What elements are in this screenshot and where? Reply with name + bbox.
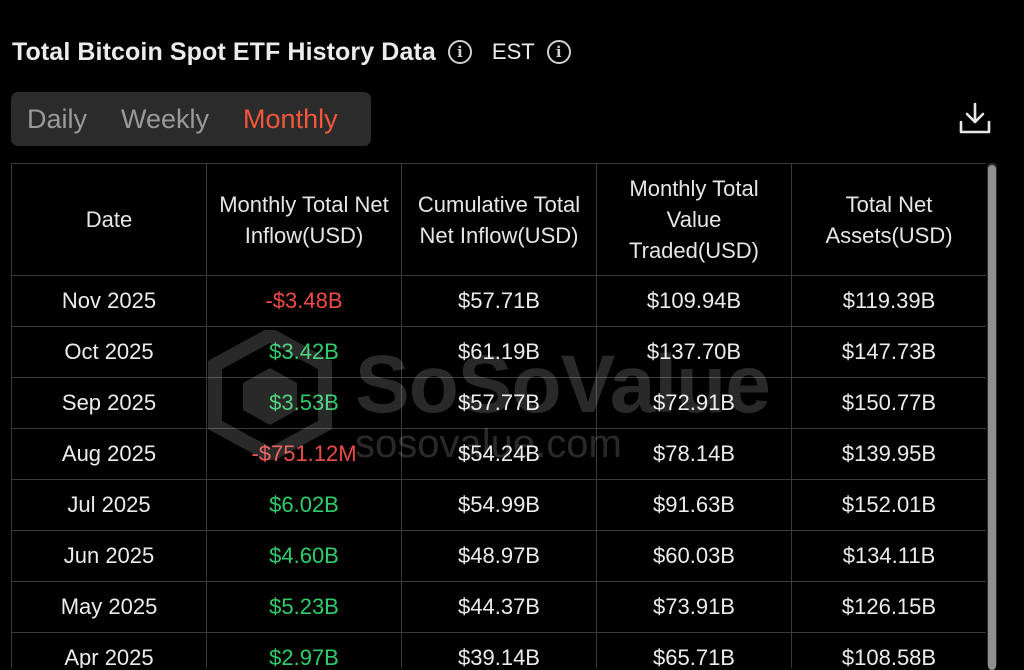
cell-cumulative: $39.14B bbox=[401, 632, 597, 668]
cell-cumulative: $61.19B bbox=[401, 326, 597, 378]
cell-value-traded: $72.91B bbox=[596, 377, 792, 429]
page-title: Total Bitcoin Spot ETF History Data bbox=[12, 37, 436, 66]
column-header-net-assets[interactable]: Total Net Assets(USD) bbox=[791, 163, 986, 276]
cell-net-inflow: $3.42B bbox=[206, 326, 402, 378]
cell-cumulative: $54.24B bbox=[401, 428, 597, 480]
cell-net-assets: $108.58B bbox=[791, 632, 986, 668]
cell-net-inflow: -$751.12M bbox=[206, 428, 402, 480]
cell-net-inflow: $2.97B bbox=[206, 632, 402, 668]
table-row: Sep 2025 $3.53B $57.77B $72.91B $150.77B bbox=[11, 377, 986, 429]
column-header-value-traded[interactable]: Monthly Total Value Traded(USD) bbox=[596, 163, 792, 276]
table-row: Aug 2025 -$751.12M $54.24B $78.14B $139.… bbox=[11, 428, 986, 480]
cell-value-traded: $65.71B bbox=[596, 632, 792, 668]
cell-net-assets: $152.01B bbox=[791, 479, 986, 531]
cell-cumulative: $54.99B bbox=[401, 479, 597, 531]
period-tabs: Daily Weekly Monthly bbox=[11, 92, 371, 146]
table-row: Nov 2025 -$3.48B $57.71B $109.94B $119.3… bbox=[11, 275, 986, 327]
cell-date: Apr 2025 bbox=[11, 632, 207, 668]
cell-cumulative: $48.97B bbox=[401, 530, 597, 582]
cell-net-assets: $134.11B bbox=[791, 530, 986, 582]
cell-cumulative: $44.37B bbox=[401, 581, 597, 633]
cell-net-assets: $147.73B bbox=[791, 326, 986, 378]
table-scrollbar[interactable] bbox=[987, 163, 997, 670]
cell-cumulative: $57.77B bbox=[401, 377, 597, 429]
cell-value-traded: $73.91B bbox=[596, 581, 792, 633]
download-icon[interactable] bbox=[958, 101, 992, 135]
cell-date: Jun 2025 bbox=[11, 530, 207, 582]
cell-net-inflow: $3.53B bbox=[206, 377, 402, 429]
tab-weekly[interactable]: Weekly bbox=[121, 103, 210, 134]
table-row: Jun 2025 $4.60B $48.97B $60.03B $134.11B bbox=[11, 530, 986, 582]
cell-net-assets: $126.15B bbox=[791, 581, 986, 633]
column-header-net-inflow[interactable]: Monthly Total Net Inflow(USD) bbox=[206, 163, 402, 276]
column-header-cumulative[interactable]: Cumulative Total Net Inflow(USD) bbox=[401, 163, 597, 276]
column-header-date[interactable]: Date bbox=[11, 163, 207, 276]
cell-date: Jul 2025 bbox=[11, 479, 207, 531]
cell-date: Aug 2025 bbox=[11, 428, 207, 480]
cell-value-traded: $91.63B bbox=[596, 479, 792, 531]
table-row: Apr 2025 $2.97B $39.14B $65.71B $108.58B bbox=[11, 632, 986, 668]
timezone-info-icon[interactable]: i bbox=[546, 40, 571, 64]
etf-history-table: Date Monthly Total Net Inflow(USD) Cumul… bbox=[11, 163, 986, 668]
cell-value-traded: $109.94B bbox=[596, 275, 792, 327]
table-row: Jul 2025 $6.02B $54.99B $91.63B $152.01B bbox=[11, 479, 986, 531]
table-row: Oct 2025 $3.42B $61.19B $137.70B $147.73… bbox=[11, 326, 986, 378]
cell-cumulative: $57.71B bbox=[401, 275, 597, 327]
cell-date: Sep 2025 bbox=[11, 377, 207, 429]
cell-net-inflow: $6.02B bbox=[206, 479, 402, 531]
cell-value-traded: $78.14B bbox=[596, 428, 792, 480]
cell-value-traded: $137.70B bbox=[596, 326, 792, 378]
cell-date: Nov 2025 bbox=[11, 275, 207, 327]
cell-value-traded: $60.03B bbox=[596, 530, 792, 582]
page-header: Total Bitcoin Spot ETF History Data i ES… bbox=[12, 32, 571, 72]
table-row: May 2025 $5.23B $44.37B $73.91B $126.15B bbox=[11, 581, 986, 633]
info-icon[interactable]: i bbox=[447, 40, 472, 64]
cell-net-assets: $119.39B bbox=[791, 275, 986, 327]
cell-net-assets: $150.77B bbox=[791, 377, 986, 429]
tab-daily[interactable]: Daily bbox=[27, 103, 88, 134]
cell-net-inflow: $4.60B bbox=[206, 530, 402, 582]
cell-date: May 2025 bbox=[11, 581, 207, 633]
cell-net-inflow: -$3.48B bbox=[206, 275, 402, 327]
cell-net-inflow: $5.23B bbox=[206, 581, 402, 633]
scrollbar-thumb[interactable] bbox=[988, 165, 996, 670]
table-header-row: Date Monthly Total Net Inflow(USD) Cumul… bbox=[11, 163, 986, 276]
cell-date: Oct 2025 bbox=[11, 326, 207, 378]
tab-monthly[interactable]: Monthly bbox=[243, 103, 338, 134]
timezone-label: EST bbox=[491, 39, 535, 64]
cell-net-assets: $139.95B bbox=[791, 428, 986, 480]
